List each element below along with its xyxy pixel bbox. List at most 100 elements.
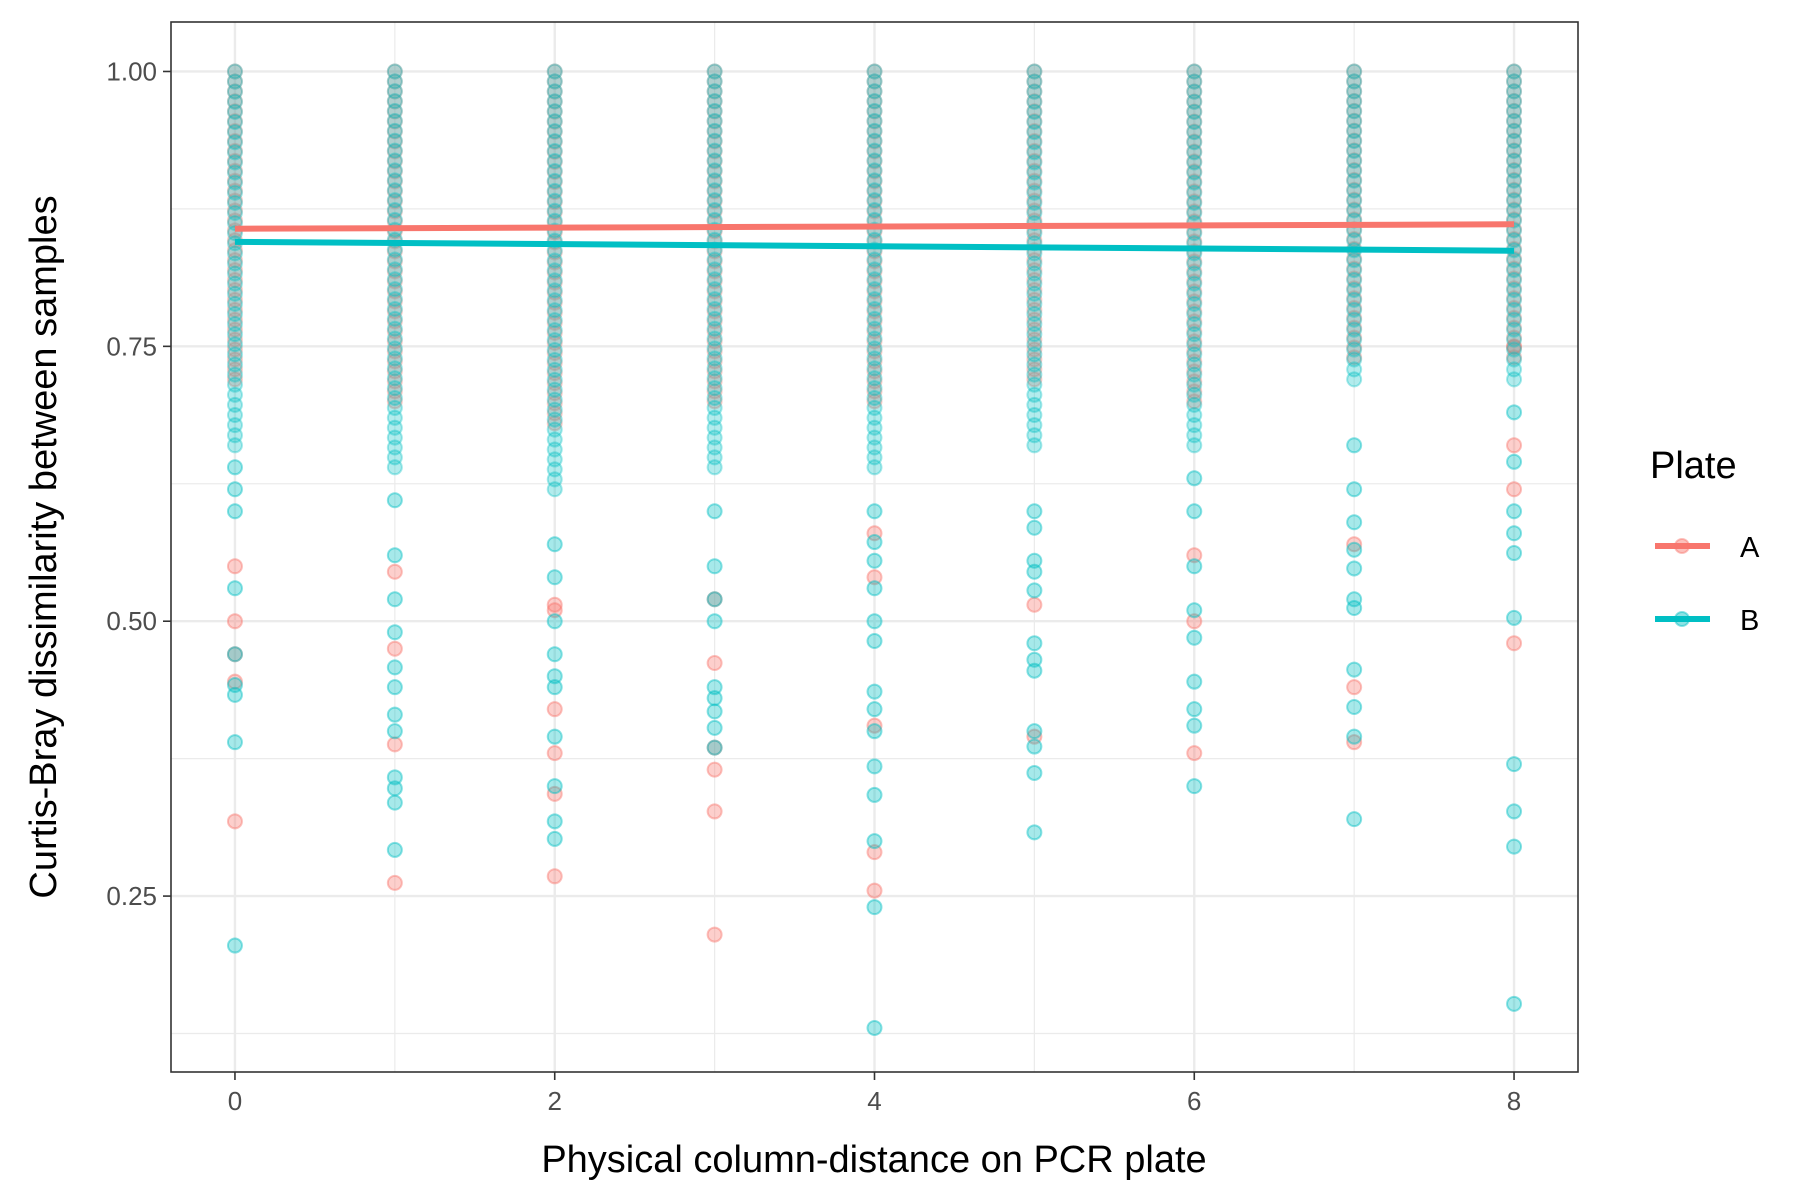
- legend-label-b: B: [1740, 605, 1759, 637]
- data-point-b: [1186, 113, 1203, 130]
- data-point-a: [866, 373, 883, 390]
- data-point-b: [706, 370, 723, 387]
- data-point-b: [706, 63, 723, 80]
- data-point-a: [226, 162, 243, 179]
- data-point-b: [866, 534, 883, 551]
- data-point-b: [866, 132, 883, 149]
- data-point-a: [1186, 83, 1203, 100]
- data-point-a: [546, 113, 563, 130]
- data-point-a: [866, 203, 883, 220]
- data-point-b: [1346, 132, 1363, 149]
- data-point-a: [226, 202, 243, 219]
- data-point-b: [1186, 396, 1203, 413]
- data-point-b: [1506, 152, 1523, 169]
- data-point-b: [1026, 386, 1043, 403]
- data-point-b: [386, 142, 403, 159]
- data-point-b: [1186, 144, 1203, 161]
- data-point-b: [386, 63, 403, 80]
- data-point-b: [386, 769, 403, 786]
- data-point-a: [1506, 250, 1523, 267]
- data-point-b: [386, 360, 403, 377]
- data-point-b: [1026, 376, 1043, 393]
- data-point-b: [1346, 321, 1363, 338]
- data-point-b: [546, 133, 563, 150]
- data-point-a: [866, 163, 883, 180]
- data-point-a: [1506, 171, 1523, 188]
- data-point-b: [1026, 346, 1043, 363]
- data-point-b: [1026, 764, 1043, 781]
- data-point-a: [226, 813, 243, 830]
- data-point-b: [1026, 582, 1043, 599]
- data-point-b: [1186, 103, 1203, 120]
- data-point-a: [866, 313, 883, 330]
- data-point-b: [226, 255, 243, 272]
- data-point-b: [706, 679, 723, 696]
- data-point-b: [226, 305, 243, 322]
- data-point-a: [386, 203, 403, 220]
- data-point-a: [226, 103, 243, 120]
- data-point-b: [1186, 305, 1203, 322]
- data-point-b: [546, 391, 563, 408]
- data-point-b: [866, 330, 883, 347]
- data-point-b: [1346, 514, 1363, 531]
- data-point-b: [866, 419, 883, 436]
- data-point-b: [1506, 291, 1523, 308]
- data-point-a: [1186, 193, 1203, 210]
- data-point-a: [546, 602, 563, 619]
- x-axis-title: Physical column-distance on PCR plate: [541, 1139, 1206, 1181]
- data-point-a: [546, 304, 563, 321]
- data-point-b: [1186, 295, 1203, 312]
- data-point-b: [1186, 386, 1203, 403]
- data-point-b: [1186, 63, 1203, 80]
- data-point-b: [386, 340, 403, 357]
- data-point-a: [706, 173, 723, 190]
- data-point-b: [866, 340, 883, 357]
- data-point-a: [546, 153, 563, 170]
- data-point-a: [546, 785, 563, 802]
- data-point-a: [1026, 311, 1043, 328]
- data-point-b: [706, 291, 723, 308]
- data-point-a: [866, 103, 883, 120]
- data-point-b: [1506, 132, 1523, 149]
- data-point-a: [386, 273, 403, 290]
- data-point-a: [1506, 349, 1523, 366]
- data-point-a: [1346, 290, 1363, 307]
- data-point-a: [1506, 152, 1523, 169]
- data-point-a: [1186, 143, 1203, 160]
- data-point-b: [1026, 164, 1043, 181]
- data-point-b: [546, 481, 563, 498]
- data-point-b: [1506, 73, 1523, 90]
- data-point-b: [706, 73, 723, 90]
- data-point-a: [1506, 73, 1523, 90]
- data-point-a: [1346, 191, 1363, 208]
- data-point-b: [1346, 698, 1363, 715]
- data-point-b: [1026, 73, 1043, 90]
- axes: 0 2 4 6 8 0.25 0.50 0.75 1.00: [106, 56, 1521, 1116]
- data-point-a: [1506, 338, 1523, 355]
- data-point-b: [1346, 281, 1363, 298]
- data-point-b: [386, 419, 403, 436]
- data-point-b: [226, 184, 243, 201]
- data-point-b: [866, 350, 883, 367]
- data-point-b: [546, 202, 563, 219]
- data-point-a: [1346, 171, 1363, 188]
- data-point-b: [866, 439, 883, 456]
- data-point-b: [1506, 83, 1523, 100]
- data-point-b: [706, 503, 723, 520]
- data-point-b: [706, 261, 723, 278]
- y-tick-label: 0.25: [106, 881, 157, 911]
- data-point-a: [1026, 596, 1043, 613]
- legend-entry-a: A: [1655, 532, 1760, 564]
- data-point-b: [1026, 366, 1043, 383]
- data-point-b: [866, 83, 883, 100]
- data-point-b: [1506, 172, 1523, 189]
- data-point-b: [1186, 194, 1203, 211]
- data-point-a: [546, 354, 563, 371]
- data-point-b: [866, 723, 883, 740]
- data-point-a: [1506, 339, 1523, 356]
- data-point-a: [1026, 252, 1043, 269]
- data-point-a: [1026, 361, 1043, 378]
- data-point-a: [866, 717, 883, 734]
- data-point-a: [866, 393, 883, 410]
- data-point-b: [1186, 701, 1203, 718]
